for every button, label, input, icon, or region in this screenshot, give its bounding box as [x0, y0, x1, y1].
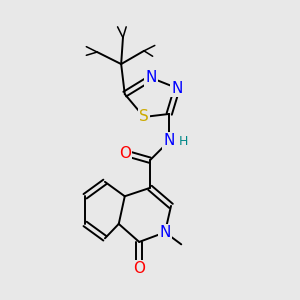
Text: S: S	[139, 110, 149, 124]
Text: N: N	[164, 134, 175, 148]
Text: H: H	[179, 135, 188, 148]
Text: O: O	[119, 146, 131, 160]
Text: N: N	[171, 81, 183, 96]
Text: N: N	[159, 225, 171, 240]
Text: N: N	[146, 70, 157, 86]
Text: O: O	[133, 261, 145, 276]
